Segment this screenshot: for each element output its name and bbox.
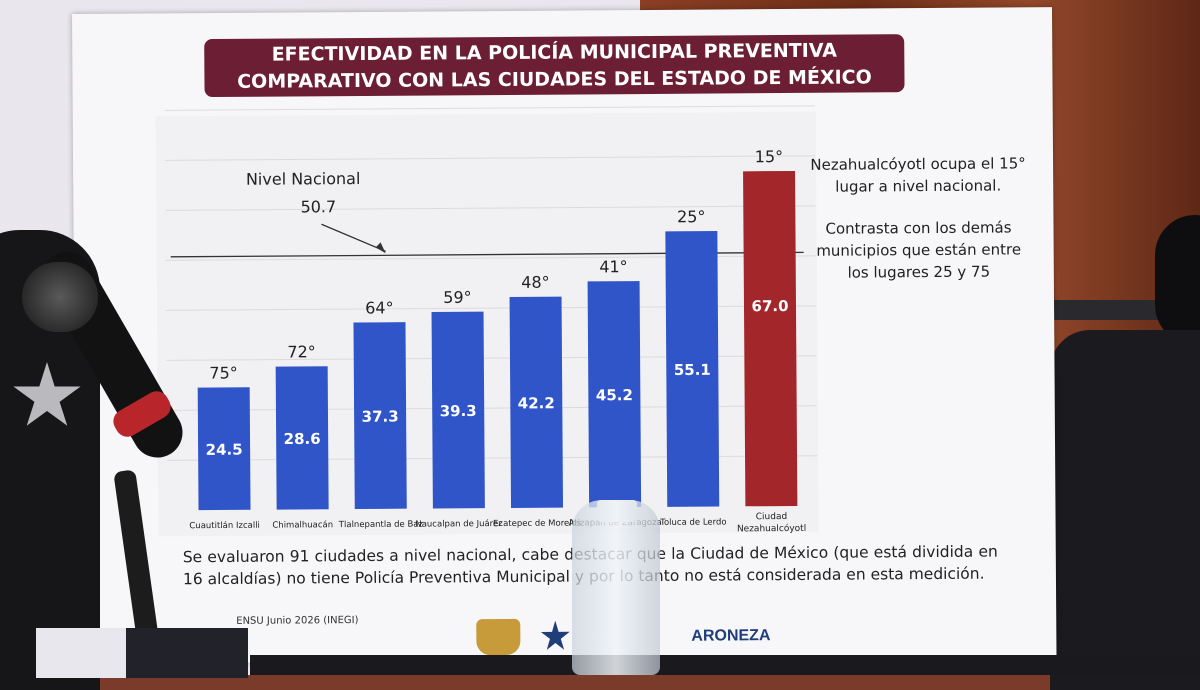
bar-rank-label: 75° — [209, 363, 237, 382]
category-label: Toluca de Lerdo — [659, 517, 726, 527]
poster: EFECTIVIDAD EN LA POLICÍA MUNICIPAL PREV… — [72, 7, 1057, 664]
bar-chart: Nivel Nacional 50.7 24.5 75° Cuautitlán Izca… — [164, 105, 818, 534]
bar-value-label: 39.3 — [440, 402, 477, 420]
logo-text: ARONEZA — [691, 627, 771, 645]
police-star-icon — [540, 621, 570, 653]
category-label: Ecatepec de Morelos — [493, 518, 582, 529]
bar — [509, 296, 564, 508]
gridline — [167, 455, 818, 461]
municipal-seal-icon — [476, 618, 521, 656]
bar-value-label: 45.2 — [596, 386, 633, 404]
category-label: Ciudad — [756, 512, 788, 522]
bar-rank-label: 15° — [755, 147, 783, 166]
gridline — [164, 105, 815, 111]
reference-line-value: 50.7 — [300, 197, 336, 216]
category-label: Naucalpan de Juárez — [415, 519, 503, 530]
side-note-contrast: Contrasta con los demás municipios que e… — [816, 218, 1022, 282]
bar-value-label: 37.3 — [362, 407, 399, 425]
bar — [197, 387, 251, 511]
reference-line-label: Nivel Nacional — [246, 169, 361, 189]
name-card — [36, 628, 126, 678]
bar-value-label: 24.5 — [206, 441, 243, 459]
bar — [353, 322, 407, 510]
reference-arrowhead — [375, 242, 386, 254]
table-edge — [250, 655, 1200, 675]
person-right-head — [1155, 215, 1200, 345]
category-label-line2: Nezahualcóyotl — [737, 523, 806, 534]
category-label: Tlalnepantla de Baz — [338, 520, 424, 531]
bar-rank-label: 41° — [599, 257, 627, 276]
bar-value-label: 28.6 — [284, 430, 321, 448]
side-note: Nezahualcóyotl ocupa el 15° lugar a nive… — [808, 152, 1029, 304]
reference-arrow — [321, 223, 386, 252]
bar — [665, 230, 720, 507]
bar-value-label: 67.0 — [751, 297, 788, 315]
water-bottle — [572, 500, 660, 675]
bar — [275, 366, 329, 510]
gridline — [166, 355, 817, 361]
bar — [587, 281, 642, 508]
gridline — [166, 405, 817, 411]
source-note: ENSU Junio 2026 (INEGI) — [236, 615, 359, 627]
microphone-head — [22, 262, 98, 332]
side-note-rank: Nezahualcóyotl ocupa el 15° lugar a nive… — [810, 154, 1026, 196]
bar — [743, 170, 798, 507]
person-right — [1050, 330, 1200, 690]
bar-rank-label: 25° — [677, 207, 705, 226]
category-label: Chimalhuacán — [272, 520, 333, 530]
bar-rank-label: 48° — [521, 273, 549, 292]
gridline — [165, 155, 816, 161]
bar — [431, 311, 485, 509]
gridline — [165, 205, 816, 211]
gridline — [166, 305, 817, 311]
bar-rank-label: 72° — [287, 342, 315, 361]
bar-value-label: 55.1 — [674, 361, 711, 379]
bar-value-label: 42.2 — [518, 394, 555, 412]
bar-rank-label: 59° — [443, 288, 471, 307]
bar-rank-label: 64° — [365, 298, 393, 317]
category-label: Cuautitlán Izcalli — [189, 521, 260, 531]
